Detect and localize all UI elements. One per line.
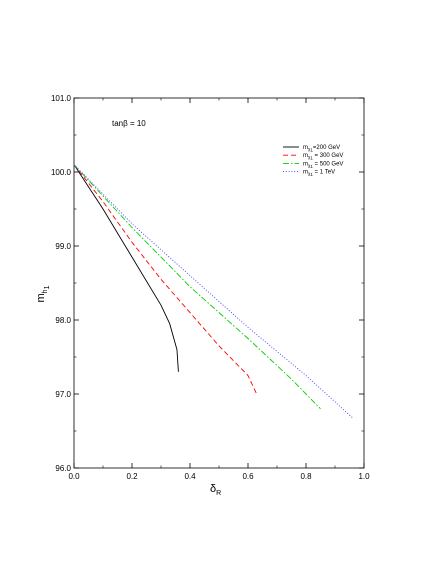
series-line-2: [73, 164, 258, 395]
x-tick-label: 0.6: [242, 472, 254, 481]
annotation-tan-beta: tanβ = 10: [112, 119, 146, 128]
y-tick-label: 96.0: [55, 464, 71, 473]
x-axis: 0.0 0.2 0.4 0.6 0.8 1.0: [68, 98, 370, 481]
series-lines: [73, 164, 353, 419]
series-line-4: [73, 164, 353, 419]
legend-label-3: mχ1 = 500 GeV: [303, 161, 343, 169]
x-tick-label: 0.0: [68, 472, 80, 481]
series-line-1: [73, 164, 179, 372]
y-tick-label: 99.0: [55, 242, 71, 251]
y-tick-label: 100.0: [51, 168, 72, 177]
y-tick-label: 101.0: [51, 94, 72, 103]
x-tick-label: 0.4: [184, 472, 196, 481]
x-tick-label: 0.8: [300, 472, 312, 481]
x-tick-label: 0.2: [126, 472, 138, 481]
y-tick-label: 98.0: [55, 316, 71, 325]
svg-text:mh1: mh1: [35, 285, 51, 302]
series-line-3: [73, 164, 321, 410]
legend-label-2: mχ1 = 300 GeV: [303, 153, 343, 161]
y-tick-label: 97.0: [55, 390, 71, 399]
y-axis-label: mh1: [35, 285, 51, 302]
legend-label-4: mχ1 = 1 TeV: [303, 170, 335, 178]
y-axis: 96.0 97.0 98.0 99.0 100.0 101.0: [51, 94, 364, 473]
x-tick-label: 1.0: [358, 472, 370, 481]
x-axis-label: δR: [210, 483, 221, 497]
legend-label-1: mχ1=200 GeV: [303, 145, 340, 153]
